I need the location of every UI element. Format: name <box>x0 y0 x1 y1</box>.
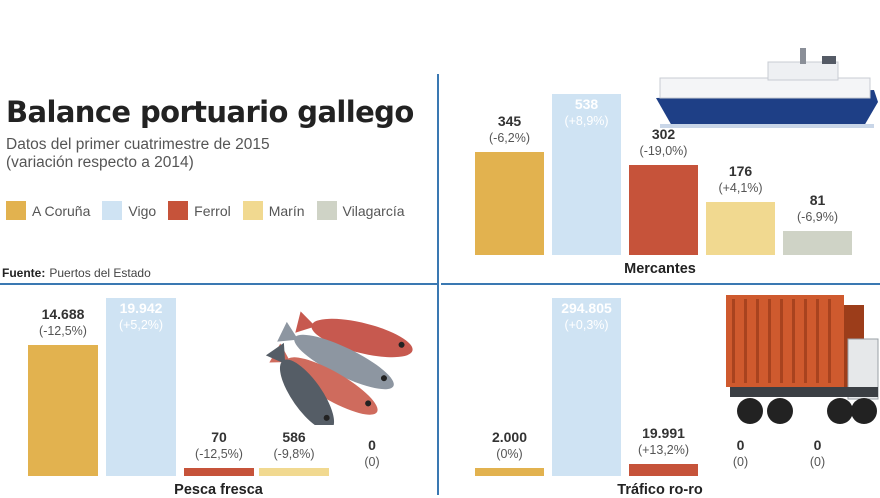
legend-item-ferrol: Ferrol <box>168 201 231 220</box>
change-label: (-12,5%) <box>195 447 243 461</box>
value-label: 19.991 <box>642 425 685 441</box>
value-label: 294.805 <box>561 300 612 316</box>
legend: A Coruña Vigo Ferrol Marín Vilagarcía <box>6 201 417 220</box>
value-label: 0 <box>813 437 822 453</box>
legend-label: Vigo <box>128 202 157 219</box>
value-label: 176 <box>728 163 753 179</box>
legend-swatch <box>242 201 263 220</box>
bar-mercantes-vigo <box>552 94 621 255</box>
fish-image <box>265 311 413 425</box>
subtitle-line-2: (variación respecto a 2014) <box>6 154 194 171</box>
panel-title-trafico-ro-ro: Tráfico ro-ro <box>617 482 703 498</box>
ship-image <box>656 48 878 128</box>
bar-pesca-fresca-vigo <box>106 298 176 476</box>
bar-mercantes-marin <box>706 202 775 255</box>
value-label: 0 <box>736 437 745 453</box>
legend-label: A Coruña <box>32 202 91 219</box>
change-label: (0) <box>809 455 826 469</box>
legend-label: Vilagarcía <box>342 202 405 219</box>
page-title: Balance portuario gallego <box>6 95 414 129</box>
bar-mercantes-vilagarcia <box>783 231 852 255</box>
bar-pesca-fresca-ferrol <box>184 468 254 476</box>
value-label: 302 <box>651 126 676 142</box>
value-label: 0 <box>368 437 376 453</box>
legend-item-marin: Marín <box>242 201 305 220</box>
bar-trafico-ro-ro-a-coruna <box>475 468 544 476</box>
legend-swatch <box>316 201 337 220</box>
change-label: (0) <box>364 455 380 469</box>
change-label: (-19,0%) <box>639 144 688 158</box>
legend-swatch <box>6 201 26 220</box>
change-label: (0%) <box>496 447 523 461</box>
legend-swatch <box>102 201 123 220</box>
divider-vertical <box>437 74 439 495</box>
change-label: (+4,1%) <box>718 181 763 195</box>
subtitle: Datos del primer cuatrimestre de 2015 (v… <box>6 136 270 172</box>
value-label: 81 <box>809 192 826 208</box>
value-label: 14.688 <box>41 306 85 322</box>
subtitle-line-1: Datos del primer cuatrimestre de 2015 <box>6 136 270 153</box>
bar-mercantes-ferrol <box>629 165 698 255</box>
value-label: 70 <box>211 429 227 445</box>
value-label: 586 <box>282 429 306 445</box>
source-label: Fuente: <box>2 266 46 280</box>
bar-pesca-fresca-a-coruna <box>28 345 98 476</box>
legend-label: Marín <box>268 202 305 219</box>
panel-title-pesca-fresca: Pesca fresca <box>174 482 263 498</box>
legend-item-a-coruna: A Coruña <box>6 201 90 220</box>
change-label: (+5,2%) <box>118 318 164 332</box>
value-label: 345 <box>497 113 522 129</box>
change-label: (-12,5%) <box>39 324 87 338</box>
value-label: 538 <box>574 96 599 112</box>
legend-item-vigo: Vigo <box>102 201 156 220</box>
legend-item-vilagarcia: Vilagarcía <box>316 201 405 220</box>
bar-trafico-ro-ro-ferrol <box>629 464 698 476</box>
legend-label: Ferrol <box>194 202 231 219</box>
bar-pesca-fresca-marin <box>259 468 329 476</box>
change-label: (+0,3%) <box>564 318 609 332</box>
change-label: (+8,9%) <box>564 114 609 128</box>
source-value: Puertos del Estado <box>49 266 151 280</box>
panel-title-mercantes: Mercantes <box>624 261 696 277</box>
change-label: (+13,2%) <box>637 443 690 457</box>
bar-mercantes-a-coruna <box>475 152 544 255</box>
bar-trafico-ro-ro-vigo <box>552 298 621 476</box>
divider-horizontal-right <box>441 283 880 285</box>
divider-horizontal-left <box>0 283 437 285</box>
value-label: 19.942 <box>119 300 163 316</box>
change-label: (-9,8%) <box>273 447 315 461</box>
truck-image <box>726 295 879 424</box>
change-label: (-6,9%) <box>797 210 838 224</box>
change-label: (0) <box>732 455 749 469</box>
source-note: Fuente: Puertos del Estado <box>2 266 151 280</box>
change-label: (-6,2%) <box>489 131 530 145</box>
value-label: 2.000 <box>491 429 528 445</box>
legend-swatch <box>168 201 189 220</box>
